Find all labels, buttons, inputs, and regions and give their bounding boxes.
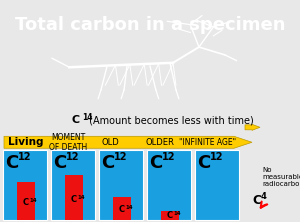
- Text: C: C: [71, 195, 77, 204]
- Text: C: C: [23, 198, 29, 207]
- Text: Living: Living: [8, 137, 44, 147]
- Bar: [195, 150, 239, 220]
- FancyArrow shape: [4, 136, 252, 148]
- Text: OLDER: OLDER: [146, 138, 174, 147]
- Text: 14: 14: [82, 113, 92, 122]
- Text: C: C: [119, 205, 125, 214]
- Text: (Amount becomes less with time): (Amount becomes less with time): [86, 115, 254, 125]
- Text: C: C: [197, 154, 210, 172]
- Text: C: C: [167, 211, 173, 220]
- Text: 12: 12: [162, 152, 175, 162]
- Bar: [16, 182, 35, 220]
- Text: 14: 14: [125, 205, 133, 210]
- FancyArrow shape: [245, 124, 260, 130]
- Text: OLD: OLD: [101, 138, 119, 147]
- Text: 12: 12: [210, 152, 224, 162]
- Text: C: C: [72, 115, 80, 125]
- Text: 12: 12: [18, 152, 32, 162]
- Text: 14: 14: [77, 195, 85, 200]
- Bar: [147, 150, 191, 220]
- Bar: [99, 150, 143, 220]
- Bar: [160, 211, 179, 220]
- Text: C: C: [149, 154, 162, 172]
- Bar: [64, 175, 83, 220]
- Text: No
measurable
radiocarbon: No measurable radiocarbon: [262, 167, 300, 187]
- Text: C: C: [53, 154, 66, 172]
- Text: 4: 4: [261, 192, 267, 201]
- Text: C: C: [5, 154, 18, 172]
- Bar: [3, 150, 47, 220]
- Text: 12: 12: [66, 152, 80, 162]
- Bar: [51, 150, 95, 220]
- Text: 14: 14: [173, 211, 181, 216]
- Text: C: C: [101, 154, 114, 172]
- Text: MOMENT
OF DEATH: MOMENT OF DEATH: [49, 133, 87, 152]
- Bar: [112, 197, 131, 220]
- Text: C: C: [252, 194, 261, 207]
- Text: Total carbon in a specimen: Total carbon in a specimen: [15, 16, 285, 34]
- Text: 12: 12: [114, 152, 128, 162]
- Text: 14: 14: [29, 198, 37, 203]
- Text: "INFINITE AGE": "INFINITE AGE": [179, 138, 237, 147]
